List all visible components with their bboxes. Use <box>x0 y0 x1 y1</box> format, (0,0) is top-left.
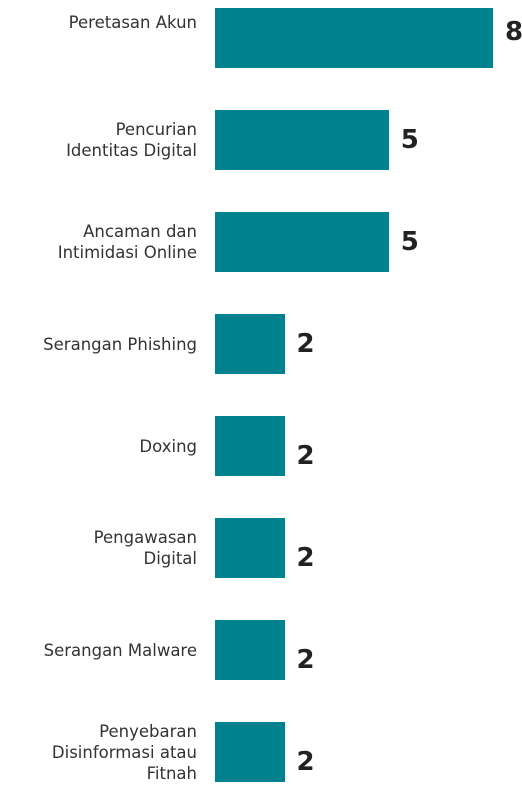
value-label: 2 <box>296 329 315 359</box>
bar <box>215 518 285 578</box>
value-label: 2 <box>296 645 315 675</box>
bar <box>215 212 389 272</box>
category-label: Pencurian Identitas Digital <box>66 120 197 160</box>
category-label: Serangan Malware <box>43 640 197 660</box>
category-label: Pengawasan Digital <box>93 528 197 568</box>
value-label: 8 <box>505 17 522 47</box>
category-label: Serangan Phishing <box>43 334 197 354</box>
bar <box>215 416 285 476</box>
value-label: 2 <box>296 441 315 471</box>
value-label: 2 <box>296 543 315 573</box>
bar <box>215 314 285 374</box>
bar <box>215 8 493 68</box>
category-label: Doxing <box>139 436 197 456</box>
category-label: Peretasan Akun <box>68 12 197 32</box>
bar <box>215 722 285 782</box>
category-label: Penyebaran Disinformasi atau Fitnah <box>51 721 197 783</box>
value-label: 5 <box>400 125 419 155</box>
category-label: Ancaman dan Intimidasi Online <box>57 222 197 262</box>
bar <box>215 620 285 680</box>
bar <box>215 110 389 170</box>
value-label: 2 <box>296 747 315 777</box>
value-label: 5 <box>400 227 419 257</box>
